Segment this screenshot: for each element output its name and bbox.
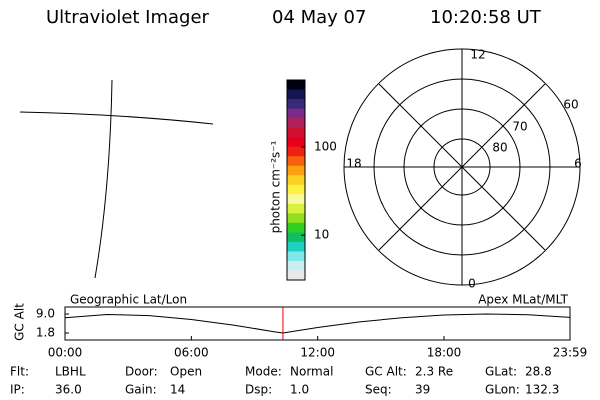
map-line — [19, 111, 214, 125]
y-tick-label: 1.8 — [36, 326, 55, 340]
left-label: Geographic Lat/Lon — [70, 293, 187, 307]
colorbar-cell — [287, 184, 305, 195]
colorbar-tick-label: 10 — [314, 228, 329, 242]
time: 10:20:58 UT — [430, 7, 542, 28]
polar-axis — [378, 83, 546, 251]
x-tick-label: 18:00 — [427, 346, 462, 360]
colorbar-cell — [287, 241, 305, 252]
colorbar-cell — [287, 146, 305, 157]
info-key: GLat: — [485, 365, 517, 379]
x-tick-label: 12:00 — [300, 346, 335, 360]
info-value: 14 — [170, 383, 185, 397]
x-tick-label: 06:00 — [174, 346, 209, 360]
info-value: 2.3 Re — [415, 365, 453, 379]
info-key: GC Alt: — [365, 365, 407, 379]
lat-label: 70 — [512, 120, 527, 134]
timeline-frame — [64, 306, 571, 341]
info-key: IP: — [10, 383, 25, 397]
colorbar-cell — [287, 194, 305, 205]
colorbar-cell — [287, 175, 305, 186]
right-label: Apex MLat/MLT — [478, 293, 568, 307]
colorbar-cell — [287, 127, 305, 138]
info-key: Dsp: — [245, 383, 272, 397]
info-key: Gain: — [125, 383, 157, 397]
colorbar-cell — [287, 156, 305, 167]
colorbar-cell — [287, 222, 305, 233]
x-tick-label: 00:00 — [48, 346, 83, 360]
info-key: Mode: — [245, 365, 282, 379]
colorbar-frame — [286, 79, 306, 281]
lat-label: 80 — [492, 141, 507, 155]
colorbar-cell — [287, 137, 305, 148]
info-value: Normal — [290, 365, 333, 379]
colorbar-cell — [287, 251, 305, 262]
info-value: 28.8 — [525, 365, 552, 379]
mlt-label: 18 — [346, 157, 361, 171]
colorbar-cell — [287, 232, 305, 243]
lat-label: 60 — [563, 98, 578, 112]
info-key: Seq: — [365, 383, 392, 397]
colorbar-label: photon cm⁻²s⁻¹ — [269, 140, 283, 233]
colorbar-cell — [287, 213, 305, 224]
info-value: 39 — [415, 383, 430, 397]
x-tick-label: 23:59 — [553, 346, 588, 360]
mlt-label: 12 — [470, 48, 485, 62]
polar-grid — [343, 48, 581, 286]
y-tick-label: 9.0 — [36, 307, 55, 321]
mlt-label: 6 — [574, 157, 582, 171]
colorbar-cell — [287, 260, 305, 271]
info-key: GLon: — [485, 383, 520, 397]
colorbar-cell — [287, 203, 305, 214]
map-line — [94, 79, 113, 279]
info-value: 132.3 — [525, 383, 559, 397]
alt-label: GC Alt — [13, 303, 27, 341]
colorbar-cell — [287, 270, 305, 281]
date: 04 May 07 — [272, 7, 366, 28]
colorbar-cell — [287, 99, 305, 110]
altitude-line — [64, 313, 571, 334]
info-value: LBHL — [55, 365, 86, 379]
colorbar-cell — [287, 89, 305, 100]
info-key: Door: — [125, 365, 158, 379]
info-value: Open — [170, 365, 202, 379]
colorbar-tick-label: 100 — [314, 140, 337, 154]
mlt-label: 0 — [468, 277, 476, 291]
colorbar-cell — [287, 108, 305, 119]
info-key: Flt: — [10, 365, 29, 379]
info-value: 1.0 — [290, 383, 309, 397]
colorbar-cell — [287, 80, 305, 91]
map-grid — [19, 79, 214, 279]
colorbar-cell — [287, 165, 305, 176]
title: Ultraviolet Imager — [46, 7, 210, 28]
colorbar-cell — [287, 118, 305, 129]
info-value: 36.0 — [55, 383, 82, 397]
